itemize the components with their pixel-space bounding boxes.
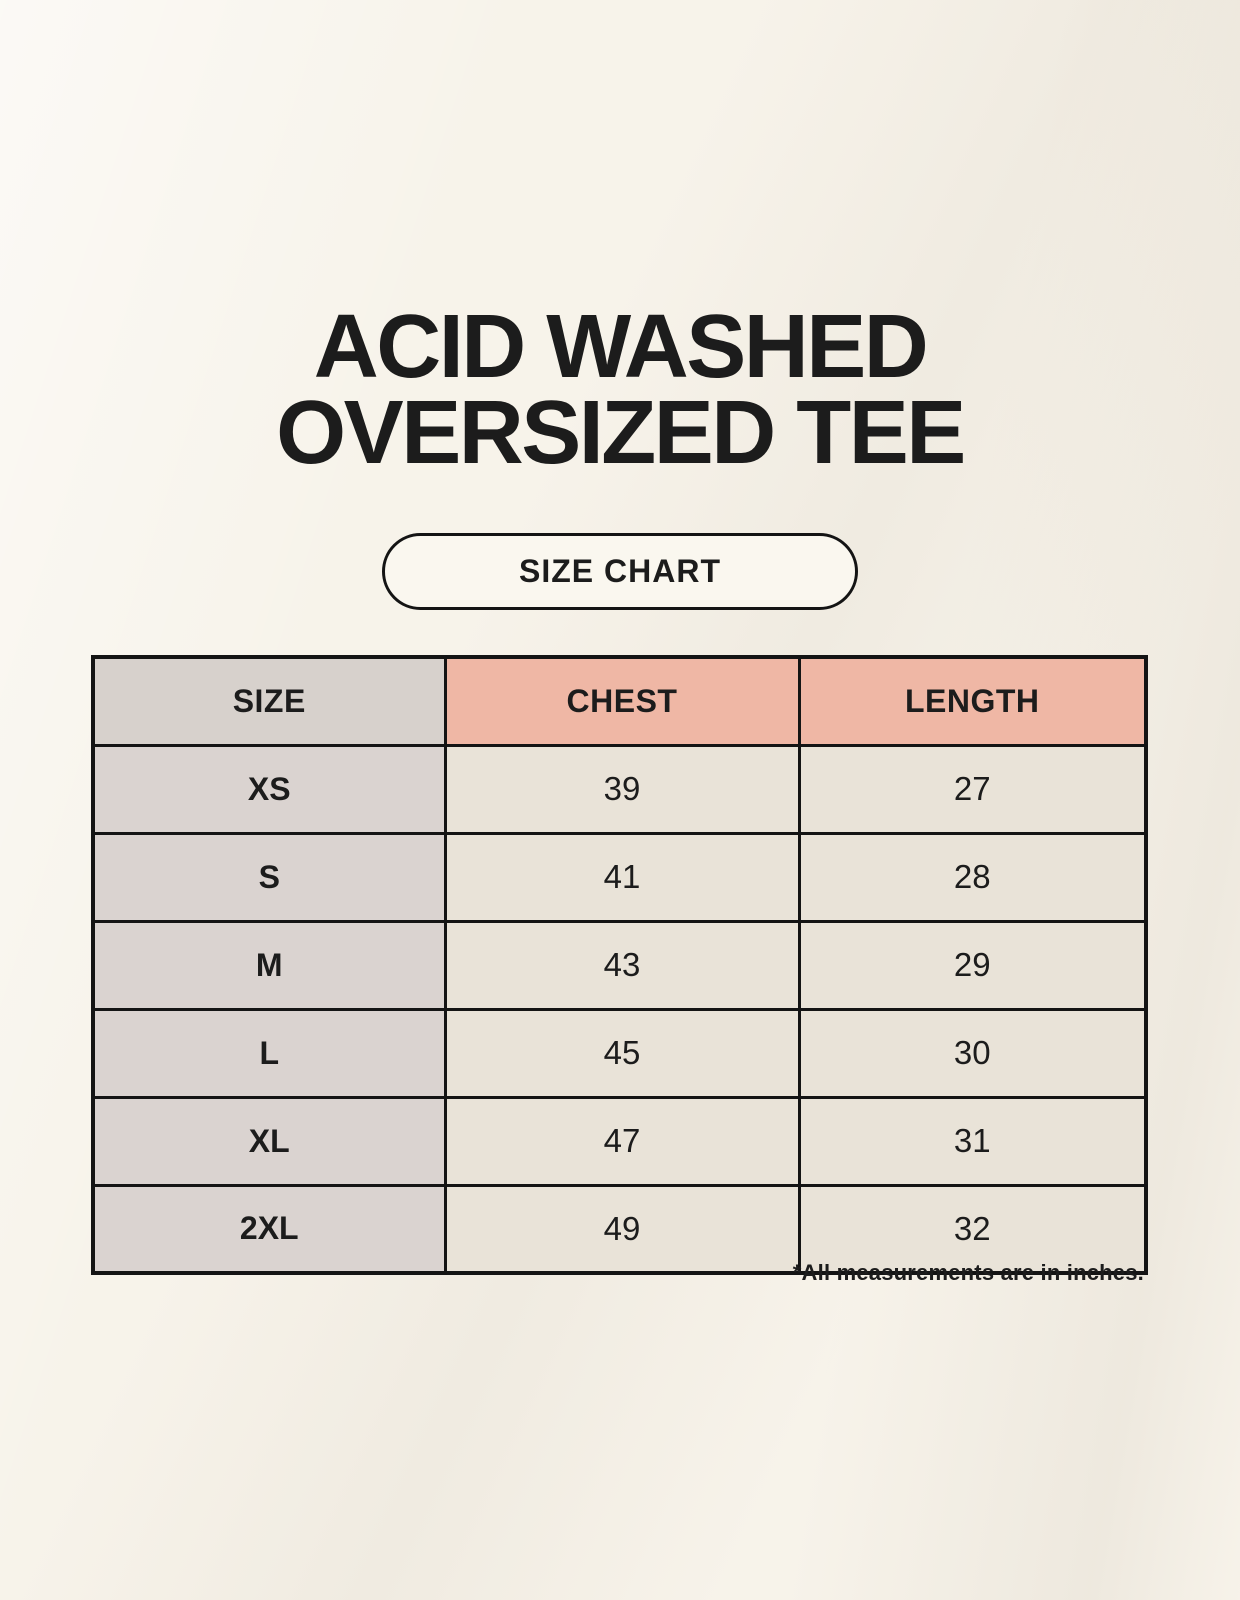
size-label: XS bbox=[91, 743, 447, 835]
table-row-xl: XL 47 31 bbox=[91, 1095, 1148, 1187]
measurements-footnote: *All measurements are in inches. bbox=[792, 1260, 1144, 1285]
chest-value: 49 bbox=[443, 1183, 801, 1275]
length-value: 28 bbox=[797, 831, 1148, 923]
table-row-s: S 41 28 bbox=[91, 831, 1148, 923]
table-row-xs: XS 39 27 bbox=[91, 743, 1148, 835]
column-header-size: SIZE bbox=[91, 655, 447, 747]
size-label: S bbox=[91, 831, 447, 923]
chest-value: 41 bbox=[443, 831, 801, 923]
length-value: 30 bbox=[797, 1007, 1148, 1099]
column-header-length: LENGTH bbox=[797, 655, 1148, 747]
size-chart-table: SIZE CHEST LENGTH XS 39 27 S 41 28 M 43 … bbox=[91, 655, 1148, 1275]
page-title: ACID WASHED OVERSIZED TEE bbox=[0, 302, 1240, 478]
chest-value: 47 bbox=[443, 1095, 801, 1187]
chest-value: 45 bbox=[443, 1007, 801, 1099]
length-value: 31 bbox=[797, 1095, 1148, 1187]
length-value: 27 bbox=[797, 743, 1148, 835]
table-row-2xl: 2XL 49 32 bbox=[91, 1183, 1148, 1275]
column-header-chest: CHEST bbox=[443, 655, 801, 747]
size-label: L bbox=[91, 1007, 447, 1099]
size-label: XL bbox=[91, 1095, 447, 1187]
table-row-l: L 45 30 bbox=[91, 1007, 1148, 1099]
chest-value: 43 bbox=[443, 919, 801, 1011]
length-value: 32 bbox=[797, 1183, 1148, 1275]
length-value: 29 bbox=[797, 919, 1148, 1011]
size-chart-button[interactable]: SIZE CHART bbox=[382, 533, 858, 610]
size-label: M bbox=[91, 919, 447, 1011]
size-label: 2XL bbox=[91, 1183, 447, 1275]
page-title-line2: OVERSIZED TEE bbox=[276, 383, 966, 483]
table-row-m: M 43 29 bbox=[91, 919, 1148, 1011]
page-title-line1: ACID WASHED bbox=[313, 297, 929, 397]
size-chart-button-label: SIZE CHART bbox=[519, 553, 721, 589]
table-header-row: SIZE CHEST LENGTH bbox=[91, 655, 1148, 747]
chest-value: 39 bbox=[443, 743, 801, 835]
